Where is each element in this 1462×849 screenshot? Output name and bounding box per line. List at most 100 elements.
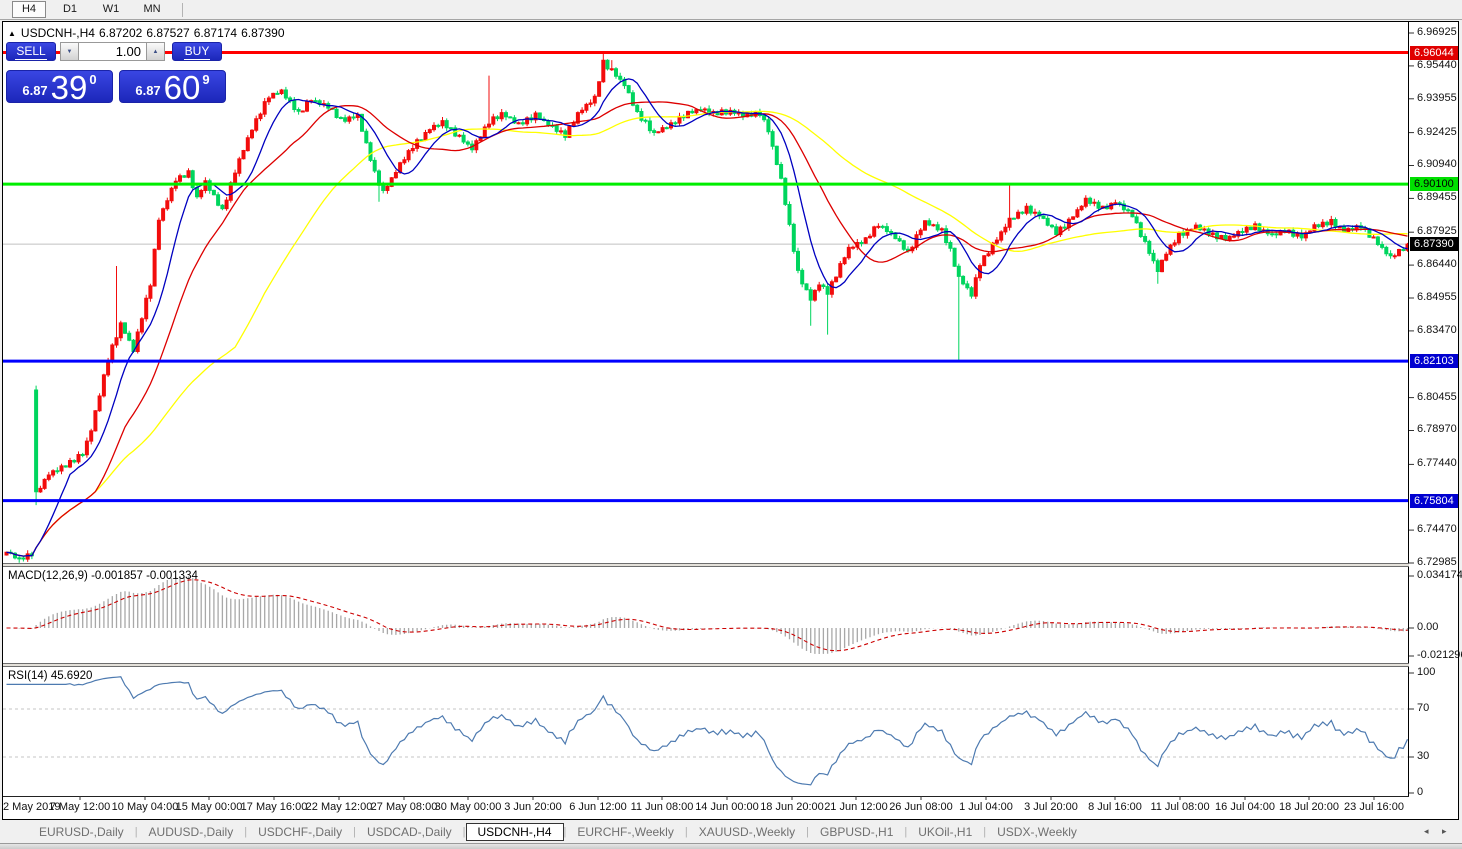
ohlc-open: 6.87202: [98, 26, 143, 40]
time-axis-label: 18 Jul 20:00: [1279, 801, 1339, 813]
timeframe-button-d1[interactable]: D1: [62, 3, 78, 15]
price-axis-tick-label: 6.83470: [1417, 324, 1457, 336]
time-axis-label: 3 Jun 20:00: [504, 801, 562, 813]
status-bar: [0, 843, 1462, 849]
price-line-label: 6.75804: [1410, 494, 1458, 508]
time-axis-label: 27 May 08:00: [370, 801, 438, 813]
price-axis-tick-label: 6.95440: [1417, 59, 1457, 71]
price-line-label: 6.90100: [1410, 177, 1458, 191]
pane-separator[interactable]: [3, 663, 1409, 667]
tab-separator: |: [353, 826, 356, 838]
sell-price-pip: 0: [89, 72, 97, 87]
toolbar-separator: [182, 2, 183, 17]
buy-button[interactable]: BUY: [172, 42, 222, 61]
rsi-label: RSI(14) 45.6920: [8, 670, 93, 682]
time-axis-label: 8 Jul 16:00: [1088, 801, 1142, 813]
timeframe-toolbar: H4 D1 W1 MN: [0, 0, 1462, 20]
rsi-pane[interactable]: [3, 667, 1409, 796]
tabs-scroll-right-icon[interactable]: ▸: [1442, 826, 1447, 836]
rsi-axis-label: 0: [1417, 786, 1424, 798]
sell-price-box[interactable]: 6.87 39 0: [6, 70, 113, 104]
price-scale: [1408, 22, 1459, 819]
macd-label: MACD(12,26,9) -0.001857 -0.001334: [8, 570, 198, 582]
macd-axis-label: 0.034174: [1417, 569, 1462, 581]
chart-tab-gbpusd-h1[interactable]: GBPUSD-,H1: [820, 825, 894, 839]
price-axis-tick-label: 6.77440: [1417, 457, 1457, 469]
pane-separator[interactable]: [3, 563, 1409, 567]
chart-tab-usdcad-daily[interactable]: USDCAD-,Daily: [366, 825, 452, 839]
chart-tab-xauusd-weekly[interactable]: XAUUSD-,Weekly: [698, 825, 796, 839]
time-axis-label: 23 Jul 16:00: [1344, 801, 1404, 813]
instrument-tab-bar: EURUSD-,Daily | AUDUSD-,Daily | USDCHF-,Dail…: [0, 821, 1462, 843]
price-axis-tick-label: 6.93955: [1417, 92, 1457, 104]
timeframe-button-w1[interactable]: W1: [102, 3, 120, 15]
price-axis-tick-label: 6.84955: [1417, 291, 1457, 303]
tabs-scroll-left-icon[interactable]: ◂: [1424, 826, 1429, 836]
macd-axis-label: 0.00: [1417, 621, 1439, 633]
tab-separator: |: [244, 826, 248, 838]
chart-tab-eurusd-daily[interactable]: EURUSD-,Daily: [39, 825, 124, 839]
time-axis-label: 3 Jul 20:00: [1024, 801, 1078, 813]
rsi-axis-label: 100: [1417, 666, 1436, 678]
price-axis-tick-label: 6.87925: [1417, 225, 1457, 237]
chart-tab-audusd-daily[interactable]: AUDUSD-,Daily: [148, 825, 234, 839]
sell-button[interactable]: SELL: [6, 42, 56, 61]
time-axis-label: 22 May 12:00: [305, 801, 373, 813]
time-axis-label: 21 Jun 12:00: [824, 801, 888, 813]
volume-input[interactable]: [79, 42, 146, 61]
buy-price-box[interactable]: 6.87 60 9: [119, 69, 226, 106]
price-axis-tick-label: 6.89455: [1417, 191, 1457, 203]
tab-separator: |: [904, 826, 908, 838]
time-axis-label: 16 Jul 04:00: [1215, 801, 1275, 813]
chart-tab-eurchf-weekly[interactable]: EURCHF-,Weekly: [577, 825, 674, 839]
tab-separator: |: [684, 826, 688, 838]
time-axis-label: 6 Jun 12:00: [569, 801, 627, 813]
chart-tab-usdchf-daily[interactable]: USDCHF-,Daily: [258, 825, 343, 839]
chart-tab-usdcnh-h4[interactable]: USDCNH-,H4: [465, 823, 564, 841]
sell-price-prefix: 6.87: [22, 83, 48, 98]
time-axis-label: 15 May 00:00: [175, 801, 243, 813]
chart-symbol-label: USDCNH-,H4: [20, 26, 95, 40]
rsi-axis-label: 30: [1417, 750, 1430, 762]
time-axis-label: 7 May 12:00: [49, 801, 111, 813]
price-axis-tick-label: 6.96925: [1417, 26, 1457, 38]
time-axis: [3, 796, 1409, 819]
ohlc-close: 6.87390: [241, 26, 285, 40]
price-axis-tick-label: 6.74470: [1417, 523, 1457, 535]
timeframe-button-h4[interactable]: H4: [12, 1, 46, 18]
one-click-trade-panel: SELL ▼ ▲ BUY 6.87 39 0 6.87 60 9: [6, 42, 228, 104]
buy-price-pip: 9: [202, 72, 210, 87]
timeframe-button-mn[interactable]: MN: [143, 3, 161, 15]
macd-pane[interactable]: [3, 567, 1409, 663]
buy-button-label: BUY: [183, 43, 211, 60]
price-axis-tick-label: 6.72985: [1417, 556, 1457, 568]
sell-button-label: SELL: [15, 43, 47, 60]
price-axis-tick-label: 6.90940: [1417, 158, 1457, 170]
chart-tab-ukoil-h1[interactable]: UKOil-,H1: [918, 825, 973, 839]
volume-increase-button[interactable]: ▲: [146, 42, 165, 61]
ohlc-high: 6.87527: [146, 26, 190, 40]
price-axis-tick-label: 6.80455: [1417, 391, 1457, 403]
tab-separator: |: [983, 826, 987, 838]
tab-separator: |: [806, 826, 810, 838]
time-axis-label: 11 Jun 08:00: [630, 801, 694, 813]
current-price-label: 6.87390: [1410, 237, 1458, 251]
time-axis-label: 2 May 2019: [3, 801, 61, 813]
time-axis-label: 17 May 16:00: [240, 801, 308, 813]
price-axis-tick-label: 6.78970: [1417, 423, 1457, 435]
time-axis-label: 18 Jun 20:00: [760, 801, 824, 813]
macd-axis-label: -0.021296: [1417, 649, 1462, 661]
price-chart-pane[interactable]: [3, 22, 1409, 563]
collapse-chart-icon[interactable]: ▲: [8, 29, 16, 38]
volume-decrease-button[interactable]: ▼: [60, 42, 79, 61]
ohlc-low: 6.87174: [193, 26, 238, 40]
time-axis-label: 1 Jul 04:00: [959, 801, 1013, 813]
price-line-label: 6.96044: [1410, 46, 1458, 60]
time-axis-label: 30 May 00:00: [434, 801, 502, 813]
tab-separator: |: [462, 826, 466, 838]
buy-price-main: 60: [163, 69, 201, 106]
spinner-up-icon: ▲: [152, 48, 159, 55]
rsi-axis-label: 70: [1417, 702, 1430, 714]
chart-tab-usdx-weekly[interactable]: USDX-,Weekly: [997, 825, 1077, 839]
